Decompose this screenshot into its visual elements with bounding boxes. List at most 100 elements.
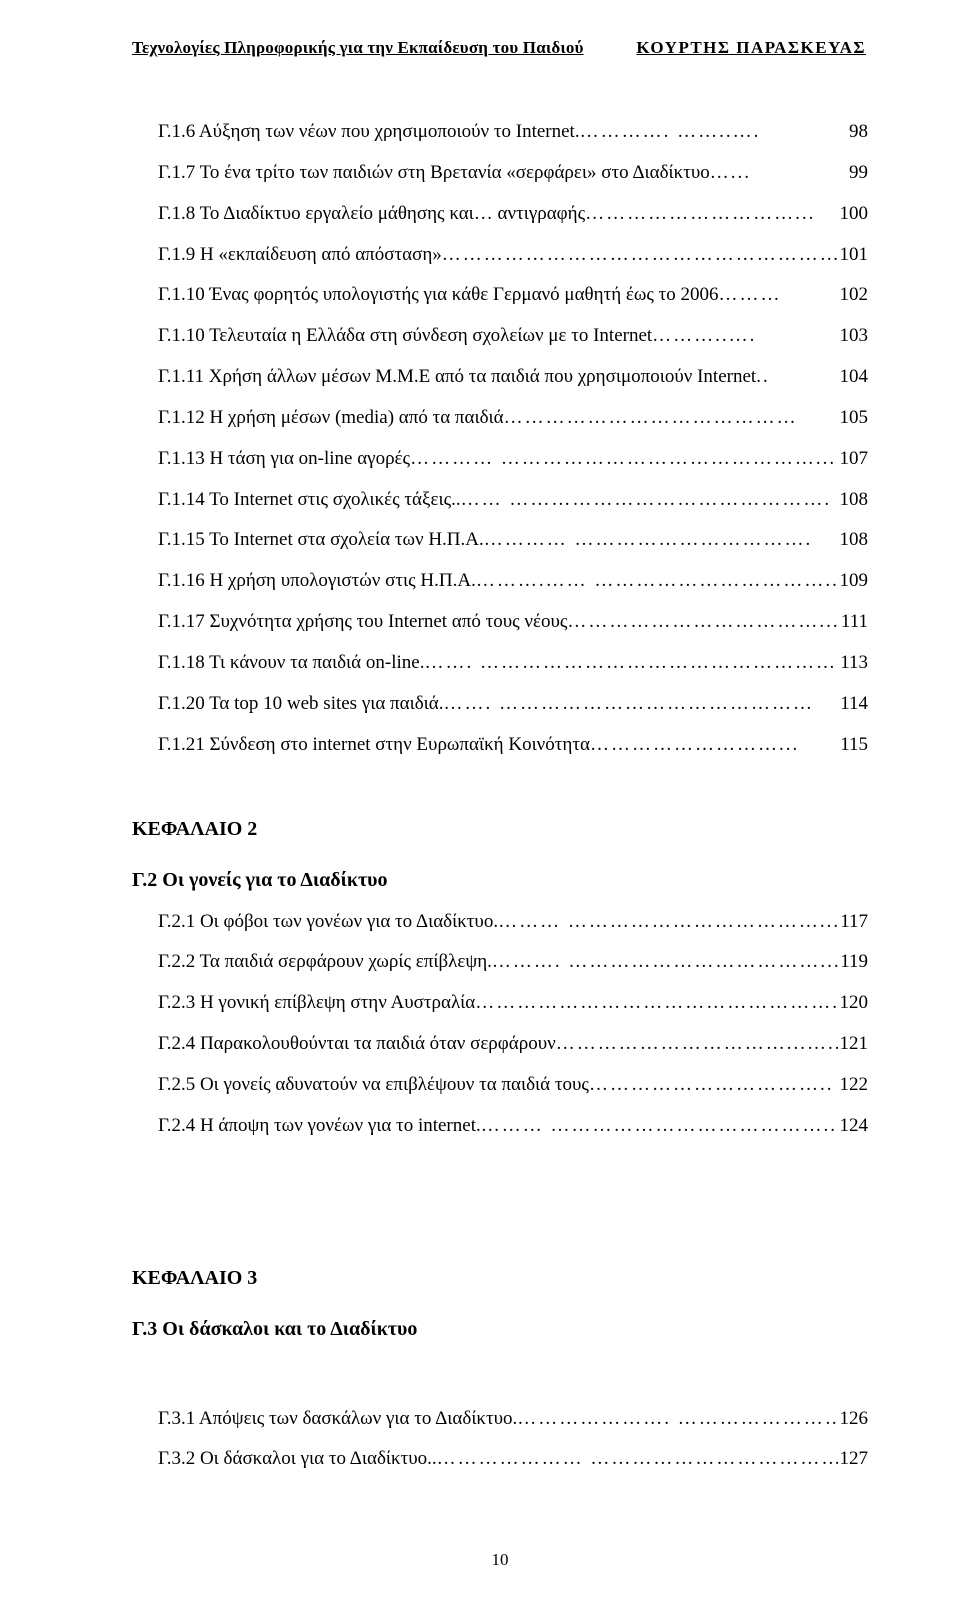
- dot-leader: ……………………………..: [589, 1065, 838, 1106]
- dot-leader: …………………………...: [585, 194, 837, 235]
- toc-entry: Γ.3.2 Οι δάσκαλοι για το Διαδίκτυο.. …………: [132, 1439, 868, 1480]
- dot-leader: ………… ………………………………………...: [410, 439, 837, 480]
- dot-leader: ……….…… ……………………………...: [476, 561, 838, 602]
- toc-page: 101: [838, 235, 869, 276]
- spacer: [132, 1147, 868, 1257]
- dot-leader: ………………………………...: [567, 602, 839, 643]
- dot-leader: ………. ………………………………...: [492, 942, 838, 983]
- toc-entry: Γ.2.2 Τα παιδιά σερφάρουν χωρίς επίβλεψη…: [132, 942, 868, 983]
- toc-entry: Γ.1.17 Συχνότητα χρήσης του Internet από…: [132, 602, 868, 643]
- page-header: Τεχνολογίες Πληροφορικής για την Εκπαίδε…: [132, 38, 868, 58]
- page-body: Γ.1.6 Αύξηση των νέων που χρησιμοποιούν …: [132, 62, 868, 1480]
- toc-label: Γ.2.1 Οι φόβοι των γονέων για το Διαδίκτ…: [158, 902, 498, 943]
- toc-label: Γ.1.21 Σύνδεση στο internet στην Ευρωπαϊ…: [158, 725, 590, 766]
- toc-page: 98: [847, 112, 868, 153]
- toc-entry: Γ.1.11 Χρήση άλλων μέσων Μ.Μ.Ε από τα πα…: [132, 357, 868, 398]
- toc-label: Γ.1.9 Η «εκπαίδευση από απόσταση»: [158, 235, 442, 276]
- toc-entry: Γ.2.4 Παρακολουθούνται τα παιδιά όταν σε…: [132, 1024, 868, 1065]
- toc-label: Γ.1.7 Το ένα τρίτο των παιδιών στη Βρετα…: [158, 153, 710, 194]
- dot-leader: …...: [710, 153, 847, 194]
- toc-label: Γ.1.20 Τα top 10 web sites για παιδιά.: [158, 684, 443, 725]
- toc-entry: Γ.1.21 Σύνδεση στο internet στην Ευρωπαϊ…: [132, 725, 868, 766]
- chapter-heading: ΚΕΦΑΛΑΙΟ 3: [132, 1257, 868, 1300]
- toc-entry: Γ.1.10 Ένας φορητός υπολογιστής για κάθε…: [132, 275, 868, 316]
- toc-entry: Γ.1.9 Η «εκπαίδευση από απόσταση» …………………: [132, 235, 868, 276]
- dot-leader: ……… …………………………………...….: [481, 1106, 838, 1147]
- spacer: [132, 1351, 868, 1399]
- toc-page: 100: [838, 194, 869, 235]
- toc-page: 108: [838, 480, 869, 521]
- dot-leader: ……………………………...…..: [556, 1024, 838, 1065]
- toc-entry: Γ.1.14 Το Internet στις σχολικές τάξεις.…: [132, 480, 868, 521]
- dot-leader: ………… …………………………….: [484, 520, 838, 561]
- toc-entry: Γ.2.3 Η γονική επίβλεψη στην Αυστραλία ……: [132, 983, 868, 1024]
- toc-page: 113: [838, 643, 868, 684]
- toc-label: Γ.3.1 Απόψεις των δασκάλων για το Διαδίκ…: [158, 1399, 517, 1440]
- toc-page: 120: [838, 983, 869, 1024]
- toc-label: Γ.1.6 Αύξηση των νέων που χρησιμοποιούν …: [158, 112, 580, 153]
- toc-label: Γ.3.2 Οι δάσκαλοι για το Διαδίκτυο..: [158, 1439, 437, 1480]
- dot-leader: ………………… …………………………………: [437, 1439, 838, 1480]
- section-heading: Γ.3 Οι δάσκαλοι και το Διαδίκτυο: [132, 1308, 868, 1351]
- toc-label: Γ.1.15 Το Internet στα σχολεία των Η.Π.Α…: [158, 520, 484, 561]
- toc-entry: Γ.1.7 Το ένα τρίτο των παιδιών στη Βρετα…: [132, 153, 868, 194]
- toc-page: 124: [838, 1106, 869, 1147]
- toc-page: 103: [838, 316, 869, 357]
- page-number: 10: [132, 1550, 868, 1570]
- toc-page: 126: [838, 1399, 869, 1440]
- toc-label: Γ.1.10 Τελευταία η Ελλάδα στη σύνδεση σχ…: [158, 316, 652, 357]
- dot-leader: ……. ………………………………………………: [424, 643, 838, 684]
- toc-label: Γ.1.18 Τι κάνουν τα παιδιά on-line.: [158, 643, 424, 684]
- toc-page: 122: [838, 1065, 869, 1106]
- toc-label: Γ.1.17 Συχνότητα χρήσης του Internet από…: [158, 602, 567, 643]
- dot-leader: ……………………………………: [504, 398, 838, 439]
- toc-page: 104: [838, 357, 869, 398]
- toc-label: Γ.1.11 Χρήση άλλων μέσων Μ.Μ.Ε από τα πα…: [158, 357, 756, 398]
- dot-leader: ..: [756, 357, 837, 398]
- toc-entry: Γ.2.1 Οι φόβοι των γονέων για το Διαδίκτ…: [132, 902, 868, 943]
- toc-entry: Γ.1.15 Το Internet στα σχολεία των Η.Π.Α…: [132, 520, 868, 561]
- toc-page: 121: [838, 1024, 869, 1065]
- toc-page: 115: [838, 725, 868, 766]
- toc-entry: Γ.3.1 Απόψεις των δασκάλων για το Διαδίκ…: [132, 1399, 868, 1440]
- toc-label: Γ.1.8 Το Διαδίκτυο εργαλείο μάθησης και……: [158, 194, 585, 235]
- toc-entry: Γ.1.13 Η τάση για on-line αγορές ………… ………: [132, 439, 868, 480]
- toc-label: Γ.1.12 Η χρήση μέσων (media) από τα παιδ…: [158, 398, 504, 439]
- dot-leader: …………………. ……………………..: [517, 1399, 837, 1440]
- toc-page: 111: [839, 602, 868, 643]
- toc-label: Γ.2.4 Παρακολουθούνται τα παιδιά όταν σε…: [158, 1024, 556, 1065]
- header-right: ΚΟΥΡΤΗΣ ΠΑΡΑΣΚΕΥΑΣ: [636, 38, 866, 58]
- toc-page: 99: [847, 153, 868, 194]
- toc-page: 102: [838, 275, 869, 316]
- toc-label: Γ.1.16 Η χρήση υπολογιστών στις Η.Π.Α.: [158, 561, 476, 602]
- toc-entry: Γ.2.4 Η άποψη των γονέων για το internet…: [132, 1106, 868, 1147]
- page: Τεχνολογίες Πληροφορικής για την Εκπαίδε…: [0, 0, 960, 1608]
- toc-entry: Γ.1.18 Τι κάνουν τα παιδιά on-line. ……. …: [132, 643, 868, 684]
- dot-leader: ……………………………………………..: [475, 983, 837, 1024]
- toc-label: Γ.1.10 Ένας φορητός υπολογιστής για κάθε…: [158, 275, 719, 316]
- toc-page: 127: [838, 1439, 869, 1480]
- toc-page: 109: [838, 561, 869, 602]
- toc-label: Γ.2.2 Τα παιδιά σερφάρουν χωρίς επίβλεψη…: [158, 942, 492, 983]
- dot-leader: ……… ………………………………...: [498, 902, 838, 943]
- toc-page: 108: [838, 520, 869, 561]
- toc-page: 105: [838, 398, 869, 439]
- toc-entry: Γ.1.16 Η χρήση υπολογιστών στις Η.Π.Α. ……: [132, 561, 868, 602]
- toc-label: Γ.1.13 Η τάση για on-line αγορές: [158, 439, 410, 480]
- toc-label: Γ.1.14 Το Internet στις σχολικές τάξεις.…: [158, 480, 461, 521]
- toc-page: 117: [838, 902, 868, 943]
- toc-page: 119: [838, 942, 868, 983]
- toc-entry: Γ.1.6 Αύξηση των νέων που χρησιμοποιούν …: [132, 112, 868, 153]
- dot-leader: ………………………...: [590, 725, 838, 766]
- toc-entry: Γ.1.12 Η χρήση μέσων (media) από τα παιδ…: [132, 398, 868, 439]
- header-left: Τεχνολογίες Πληροφορικής για την Εκπαίδε…: [132, 38, 584, 58]
- toc-label: Γ.2.3 Η γονική επίβλεψη στην Αυστραλία: [158, 983, 475, 1024]
- dot-leader: ……………………………………………………...: [442, 235, 838, 276]
- dot-leader: ………: [719, 275, 838, 316]
- dot-leader: …… ……………………………………….: [461, 480, 838, 521]
- toc-entry: Γ.2.5 Οι γονείς αδυνατούν να επιβλέψουν …: [132, 1065, 868, 1106]
- chapter-heading: ΚΕΦΑΛΑΙΟ 2: [132, 808, 868, 851]
- dot-leader: ………..….: [652, 316, 837, 357]
- toc-entry: Γ.1.10 Τελευταία η Ελλάδα στη σύνδεση σχ…: [132, 316, 868, 357]
- toc-entry: Γ.1.20 Τα top 10 web sites για παιδιά. ……: [132, 684, 868, 725]
